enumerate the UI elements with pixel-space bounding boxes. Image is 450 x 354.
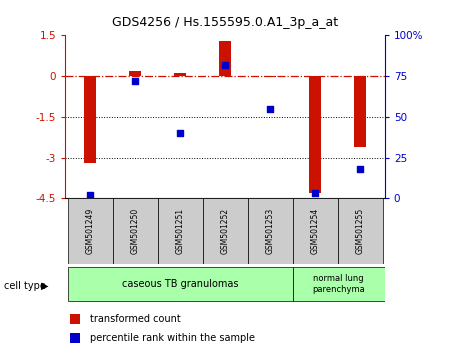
- Point: [221, 62, 229, 68]
- Bar: [202, 198, 248, 264]
- Text: GSM501251: GSM501251: [176, 208, 184, 254]
- Text: ▶: ▶: [41, 281, 49, 291]
- Text: cell type: cell type: [4, 281, 46, 291]
- Text: GSM501253: GSM501253: [266, 208, 274, 254]
- Point: [266, 106, 274, 112]
- Point: [176, 130, 184, 136]
- Text: GSM501252: GSM501252: [220, 208, 230, 254]
- Bar: [220, 41, 230, 76]
- Bar: [355, 76, 365, 147]
- Text: GSM501249: GSM501249: [86, 208, 94, 254]
- Text: transformed count: transformed count: [90, 314, 181, 324]
- Bar: [112, 198, 158, 264]
- Bar: [175, 73, 185, 76]
- Text: percentile rank within the sample: percentile rank within the sample: [90, 333, 255, 343]
- Bar: [130, 71, 140, 76]
- Bar: [158, 198, 202, 264]
- Bar: [248, 198, 292, 264]
- Text: GDS4256 / Hs.155595.0.A1_3p_a_at: GDS4256 / Hs.155595.0.A1_3p_a_at: [112, 16, 338, 29]
- Bar: [85, 76, 95, 163]
- Text: caseous TB granulomas: caseous TB granulomas: [122, 279, 238, 289]
- Bar: [292, 267, 385, 301]
- Point: [86, 192, 94, 198]
- Bar: [265, 76, 275, 78]
- Bar: [310, 76, 320, 193]
- Bar: [68, 198, 112, 264]
- Point: [131, 78, 139, 84]
- Text: GSM501255: GSM501255: [356, 208, 364, 254]
- Point: [356, 166, 364, 172]
- Bar: [68, 267, 292, 301]
- Text: GSM501254: GSM501254: [310, 208, 320, 254]
- Text: GSM501250: GSM501250: [130, 208, 140, 254]
- Point: [311, 190, 319, 196]
- Text: normal lung
parenchyma: normal lung parenchyma: [312, 274, 365, 294]
- Bar: [338, 198, 382, 264]
- Bar: [292, 198, 338, 264]
